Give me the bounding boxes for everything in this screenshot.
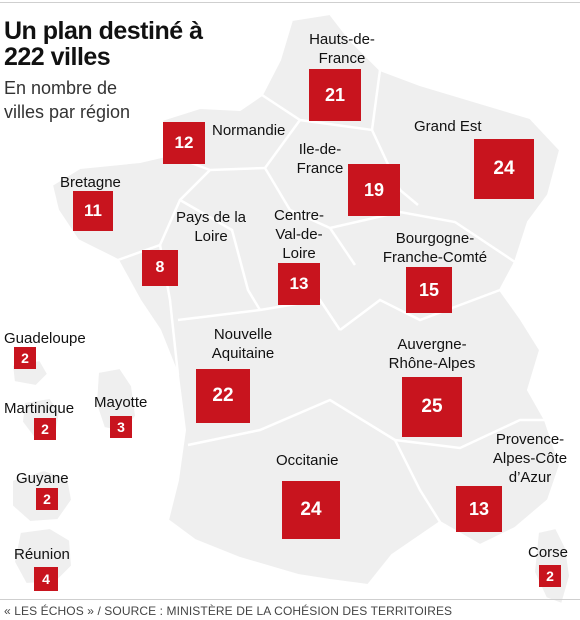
map-subtitle: En nombre de villes par région xyxy=(4,78,131,122)
source-credit: « LES ÉCHOS » / SOURCE : MINISTÈRE DE LA… xyxy=(4,604,453,618)
count-badge-normandie: 12 xyxy=(163,122,205,164)
region-label-mayotte: Mayotte xyxy=(94,394,148,411)
count-badge-mayotte: 3 xyxy=(110,416,132,438)
region-label-normandie: Normandie xyxy=(212,122,286,139)
count-badge-auvergne-rhone-alpes: 25 xyxy=(402,377,462,437)
top-rule xyxy=(0,2,580,3)
count-badge-guadeloupe: 2 xyxy=(14,347,36,369)
region-label-occitanie: Occitanie xyxy=(276,452,339,469)
region-label-grand-est: Grand Est xyxy=(414,118,482,135)
region-label-pays-de-la-loire: Pays de la Loire xyxy=(175,209,247,245)
count-badge-martinique: 2 xyxy=(34,418,56,440)
count-badge-hauts-de-france: 21 xyxy=(309,69,361,121)
region-label-corse: Corse xyxy=(528,544,569,561)
region-label-guyane: Guyane xyxy=(16,470,69,487)
map-title: Un plan destiné à 222 villes xyxy=(4,17,203,71)
region-label-ile-de-france: Ile-de-France xyxy=(296,141,344,177)
count-badge-centre-val-de-loire: 13 xyxy=(278,263,320,305)
count-badge-bourgogne-franche-comte: 15 xyxy=(406,267,452,313)
count-badge-bretagne: 11 xyxy=(73,191,113,231)
region-label-auvergne-rhone-alpes: Auvergne-Rhône-Alpes xyxy=(388,336,476,372)
region-label-bretagne: Bretagne xyxy=(60,174,121,191)
count-badge-paca: 13 xyxy=(456,486,502,532)
footer-rule xyxy=(0,599,580,600)
count-badge-pays-de-la-loire: 8 xyxy=(142,250,178,286)
count-badge-nouvelle-aquitaine: 22 xyxy=(196,369,250,423)
count-badge-guyane: 2 xyxy=(36,488,58,510)
region-label-nouvelle-aquitaine: Nouvelle Aquitaine xyxy=(211,326,275,362)
region-label-centre-val-de-loire: Centre-Val-de-Loire xyxy=(273,207,325,262)
region-label-paca: Provence-Alpes-Côte d’Azur xyxy=(492,431,568,486)
region-label-bourgogne-franche-comte: Bourgogne-Franche-Comté xyxy=(382,230,488,266)
region-borders xyxy=(117,69,545,523)
region-label-hauts-de-france: Hauts-de-France xyxy=(309,31,375,67)
region-label-reunion: Réunion xyxy=(14,546,70,563)
count-badge-grand-est: 24 xyxy=(474,139,534,199)
region-label-martinique: Martinique xyxy=(4,400,75,417)
count-badge-reunion: 4 xyxy=(34,567,58,591)
count-badge-corse: 2 xyxy=(539,565,561,587)
region-label-guadeloupe: Guadeloupe xyxy=(4,330,86,347)
count-badge-ile-de-france: 19 xyxy=(348,164,400,216)
count-badge-occitanie: 24 xyxy=(282,481,340,539)
